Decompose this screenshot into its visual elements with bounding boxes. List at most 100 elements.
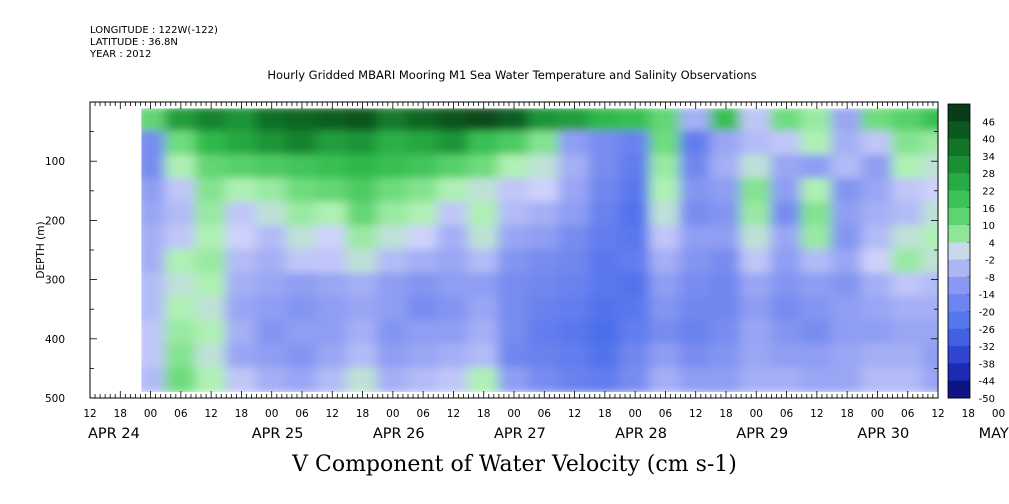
heatmap-cell xyxy=(528,154,561,180)
heatmap-cell xyxy=(679,249,712,275)
heatmap-cell xyxy=(316,249,349,275)
x-hour-tick-label: 12 xyxy=(689,408,702,420)
heatmap-cell xyxy=(800,154,833,180)
heatmap-cell xyxy=(921,249,938,275)
heatmap-cell xyxy=(528,130,561,157)
colorbar-swatch xyxy=(948,121,970,140)
heatmap-cell xyxy=(558,106,591,133)
heatmap-cell xyxy=(528,225,561,251)
heatmap-cell xyxy=(528,343,561,370)
heatmap-cell xyxy=(921,272,938,299)
x-hour-tick-label: 18 xyxy=(840,408,853,420)
heatmap-cell xyxy=(225,367,258,394)
heatmap-cell xyxy=(467,272,500,299)
heatmap-cell xyxy=(588,225,621,251)
heatmap-cell xyxy=(195,225,228,251)
heatmap-cell xyxy=(558,178,591,204)
longitude-label: LONGITUDE : 122W(-122) xyxy=(90,25,218,36)
colorbar-label: 10 xyxy=(982,221,995,232)
heatmap-cell xyxy=(800,249,833,275)
colorbar-label: 28 xyxy=(982,169,995,180)
heatmap-cell xyxy=(497,272,531,299)
heatmap-cell xyxy=(437,130,470,157)
heatmap-cell xyxy=(376,106,409,133)
x-hour-tick-label: 06 xyxy=(659,408,673,420)
heatmap-cell xyxy=(588,367,621,394)
heatmap-cell xyxy=(861,367,894,394)
heatmap-cell xyxy=(376,178,409,204)
x-hour-tick-label: 00 xyxy=(871,408,884,420)
heatmap-cell xyxy=(497,367,531,394)
heatmap-cell xyxy=(407,106,440,133)
heatmap-cell xyxy=(437,367,470,394)
year-label: YEAR : 2012 xyxy=(90,49,152,60)
heatmap-cell xyxy=(709,249,743,275)
heatmap-cell xyxy=(709,296,743,323)
heatmap-cell xyxy=(649,154,682,180)
heatmap-cell xyxy=(861,130,894,157)
heatmap-cell xyxy=(709,154,743,180)
heatmap-cell xyxy=(800,130,833,157)
heatmap-cell xyxy=(770,249,803,275)
heatmap-cell xyxy=(861,296,894,323)
heatmap-cell xyxy=(316,154,349,180)
x-hour-tick-label: 18 xyxy=(114,408,127,420)
heatmap-cell xyxy=(376,154,409,180)
x-hour-tick-label: 06 xyxy=(538,408,552,420)
heatmap-cell xyxy=(558,320,591,346)
heatmap-cell xyxy=(285,106,319,133)
colorbar-swatch xyxy=(948,242,970,261)
heatmap-cell xyxy=(770,130,803,157)
x-date-label: APR 25 xyxy=(252,426,304,442)
heatmap-cell xyxy=(558,249,591,275)
heatmap-cell xyxy=(407,272,440,299)
heatmap-cell xyxy=(649,201,682,228)
heatmap-cell xyxy=(740,320,773,346)
heatmap-cell xyxy=(709,225,743,251)
heatmap-cell xyxy=(891,320,924,346)
heatmap-cell xyxy=(285,296,319,323)
heatmap-cell xyxy=(770,343,803,370)
x-hour-tick-label: 06 xyxy=(174,408,188,420)
x-date-label: APR 28 xyxy=(615,426,667,442)
heatmap-cell xyxy=(497,296,531,323)
heatmap-cell xyxy=(649,343,682,370)
colorbar-label: 46 xyxy=(982,117,995,128)
heatmap-cell xyxy=(528,367,561,394)
colorbar-swatch xyxy=(948,259,970,278)
colorbar-label: -32 xyxy=(979,342,995,353)
heatmap-cell xyxy=(861,106,894,133)
heatmap-cell xyxy=(558,272,591,299)
heatmap-cell xyxy=(921,106,938,133)
heatmap-cell xyxy=(891,106,924,133)
heatmap-cell xyxy=(709,272,743,299)
heatmap-cell xyxy=(346,367,379,394)
heatmap-cell xyxy=(588,201,621,228)
heatmap-cell xyxy=(467,367,500,394)
x-date-label: APR 24 xyxy=(88,426,140,442)
heatmap-cell xyxy=(164,178,197,204)
heatmap-cell xyxy=(649,106,682,133)
heatmap-cell xyxy=(376,320,409,346)
heatmap-cell xyxy=(376,201,409,228)
heatmap-cell xyxy=(346,201,379,228)
heatmap-cell xyxy=(588,130,621,157)
x-hour-tick-label: 18 xyxy=(962,408,975,420)
heatmap-cell xyxy=(740,130,773,157)
heatmap-cell xyxy=(285,272,319,299)
colorbar-label: 4 xyxy=(989,238,995,249)
heatmap-cell xyxy=(467,178,500,204)
heatmap-cell xyxy=(740,343,773,370)
heatmap-cell xyxy=(255,343,288,370)
heatmap-cell xyxy=(558,343,591,370)
heatmap-cell xyxy=(195,320,228,346)
heatmap-cell xyxy=(255,225,288,251)
heatmap-cell xyxy=(528,106,561,133)
x-date-label: APR 27 xyxy=(494,426,546,442)
heatmap-cell xyxy=(437,343,470,370)
colorbar-swatch xyxy=(948,207,970,226)
x-hour-tick-label: 06 xyxy=(295,408,309,420)
heatmap-cell xyxy=(407,367,440,394)
heatmap-cell xyxy=(558,130,591,157)
